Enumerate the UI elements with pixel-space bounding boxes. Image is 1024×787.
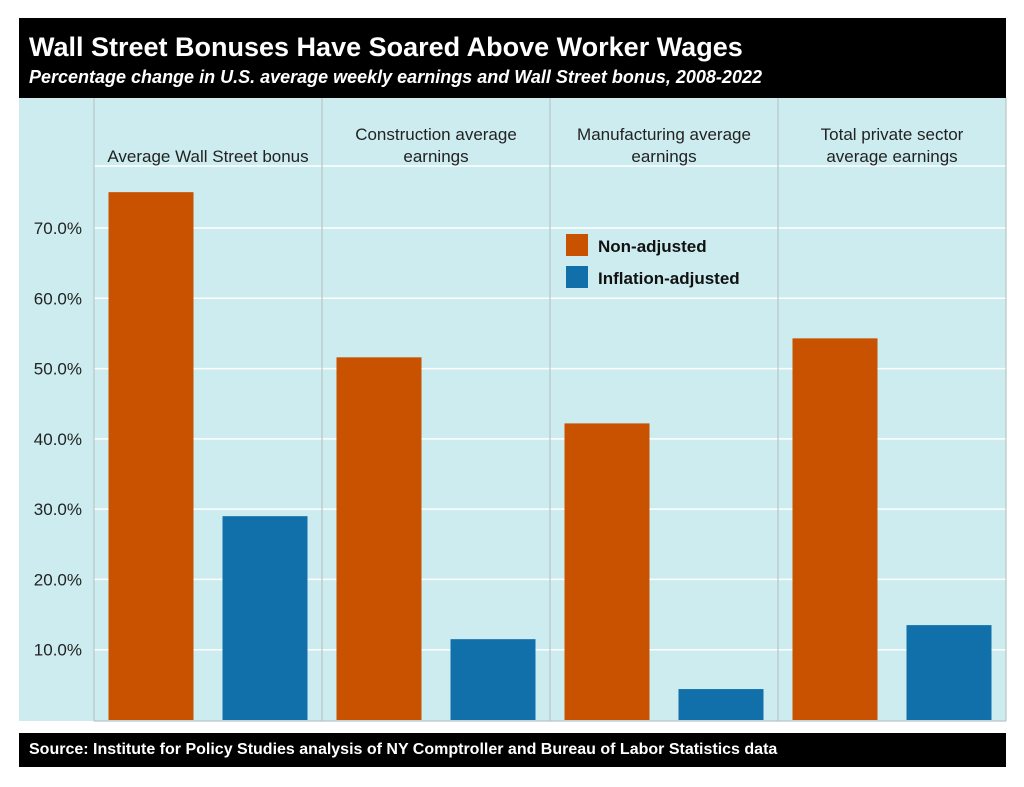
chart-title: Wall Street Bonuses Have Soared Above Wo…: [29, 32, 743, 62]
y-tick-label: 70.0%: [34, 219, 82, 238]
bar: [336, 357, 422, 720]
bar: [564, 423, 650, 720]
legend-label: Inflation-adjusted: [598, 269, 740, 288]
panel-title: earnings: [403, 147, 468, 166]
source-note: Source: Institute for Policy Studies ana…: [29, 741, 778, 758]
bar: [792, 338, 878, 720]
panel-title: Manufacturing average: [577, 125, 751, 144]
chart-subtitle: Percentage change in U.S. average weekly…: [29, 67, 762, 87]
bar: [450, 639, 536, 720]
bar: [108, 192, 194, 720]
panel-title: earnings: [631, 147, 696, 166]
y-tick-label: 10.0%: [34, 641, 82, 660]
y-tick-label: 60.0%: [34, 289, 82, 308]
y-tick-label: 30.0%: [34, 500, 82, 519]
chart-footer: Source: Institute for Policy Studies ana…: [19, 733, 1006, 767]
legend-swatch: [566, 234, 588, 256]
bar: [906, 625, 992, 720]
bar: [222, 516, 308, 720]
panel-title: average earnings: [826, 147, 957, 166]
y-tick-label: 40.0%: [34, 430, 82, 449]
legend-swatch: [566, 266, 588, 288]
bar: [678, 689, 764, 720]
y-tick-label: 20.0%: [34, 570, 82, 589]
panel-title: Total private sector: [821, 125, 964, 144]
legend-label: Non-adjusted: [598, 237, 707, 256]
panel-title: Average Wall Street bonus: [107, 147, 308, 166]
y-tick-label: 50.0%: [34, 360, 82, 379]
panel-title: Construction average: [355, 125, 517, 144]
chart-header: Wall Street Bonuses Have Soared Above Wo…: [19, 18, 1006, 98]
